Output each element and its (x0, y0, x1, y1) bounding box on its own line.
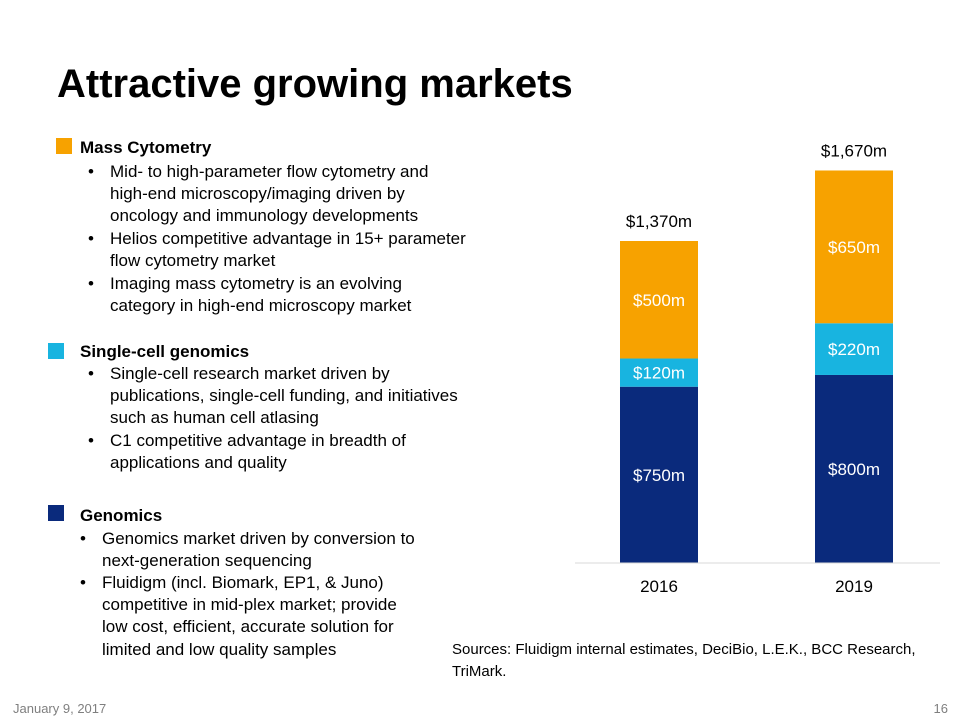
value-label: $650m (828, 238, 880, 257)
sources: TriMark. (452, 663, 506, 680)
slide-title: Attractive growing markets (57, 62, 573, 106)
legend-swatch (48, 343, 64, 359)
footer-date: January 9, 2017 (13, 701, 106, 716)
value-label: $120m (633, 364, 685, 383)
bullet-text: Single-cell research market driven by (110, 364, 390, 383)
bullet: • (88, 364, 94, 383)
bullet-text: flow cytometry market (110, 251, 276, 270)
total-label: $1,670m (821, 141, 887, 160)
bullet-text: Genomics market driven by conversion to (102, 529, 415, 548)
bullet: • (88, 229, 94, 248)
bar-segment (620, 386, 698, 563)
bullet: • (88, 431, 94, 450)
bullet-text: competitive in mid-plex market; provide (102, 595, 397, 614)
bullet-text: limited and low quality samples (102, 640, 336, 659)
page-number: 16 (934, 701, 948, 716)
bullet-text: category in high-end microscopy market (110, 296, 412, 315)
x-tick-label: 2019 (835, 577, 873, 596)
bullet-text: high-end microscopy/imaging driven by (110, 184, 405, 203)
section-heading: Single-cell genomics (80, 342, 249, 361)
section-heading: Mass Cytometry (80, 138, 212, 157)
legend-swatch (48, 505, 64, 521)
bullet: • (88, 274, 94, 293)
bullet-text: next-generation sequencing (102, 551, 312, 570)
bar-segment (620, 241, 698, 359)
bar-segment (815, 374, 893, 563)
bullet-text: oncology and immunology developments (110, 206, 418, 225)
sources: Sources: Fluidigm internal estimates, De… (452, 641, 916, 658)
bullet: • (80, 573, 86, 592)
total-label: $1,370m (626, 212, 692, 231)
bullet-text: Fluidigm (incl. Biomark, EP1, & Juno) (102, 573, 384, 592)
bullet-text: C1 competitive advantage in breadth of (110, 431, 406, 450)
bar-segment (815, 170, 893, 324)
bar-segment (620, 358, 698, 387)
value-label: $800m (828, 460, 880, 479)
bullet-text: Helios competitive advantage in 15+ para… (110, 229, 466, 248)
bullet-text: Mid- to high-parameter flow cytometry an… (110, 162, 428, 181)
value-label: $750m (633, 466, 685, 485)
value-label: $220m (828, 340, 880, 359)
legend-swatch (56, 138, 72, 154)
bullet: • (88, 162, 94, 181)
bullet-text: applications and quality (110, 453, 287, 472)
bullet-text: low cost, efficient, accurate solution f… (102, 617, 394, 636)
bullet-text: publications, single-cell funding, and i… (110, 386, 458, 405)
bullet-text: Imaging mass cytometry is an evolving (110, 274, 402, 293)
bullet-text: such as human cell atlasing (110, 408, 319, 427)
bullet: • (80, 529, 86, 548)
bar-segment (815, 323, 893, 375)
x-tick-label: 2016 (640, 577, 678, 596)
section-heading: Genomics (80, 506, 162, 525)
value-label: $500m (633, 291, 685, 310)
